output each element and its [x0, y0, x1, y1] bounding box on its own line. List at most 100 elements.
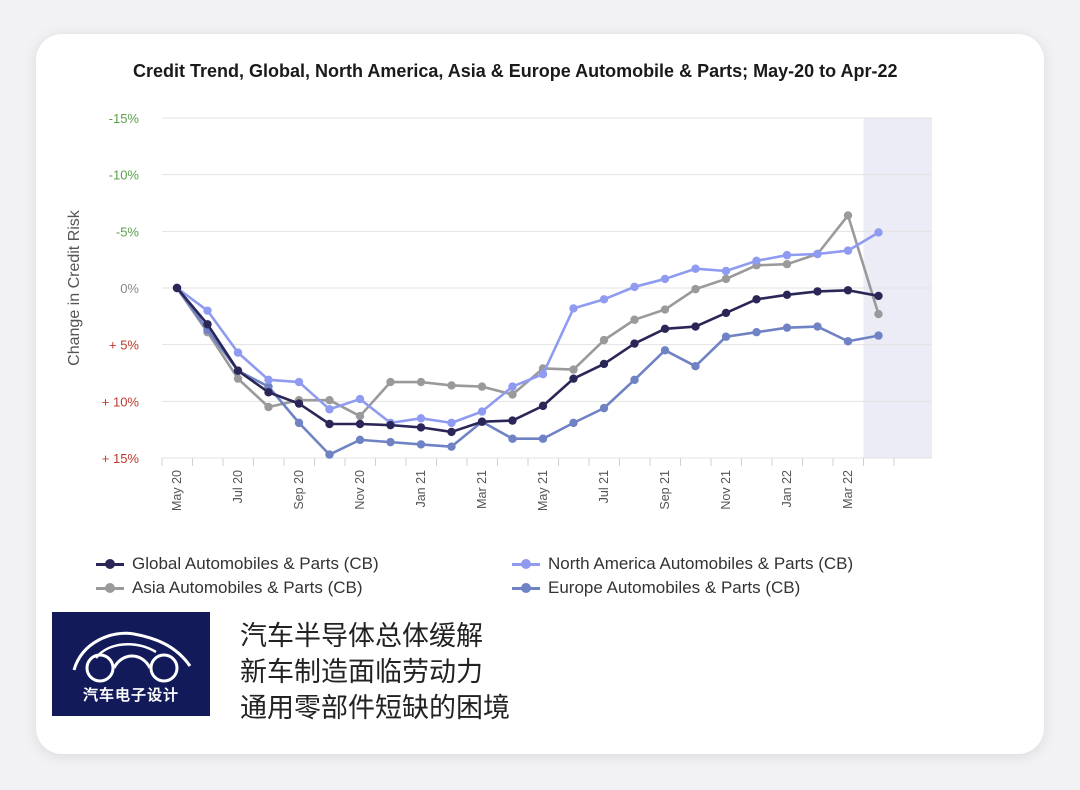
data-point — [447, 442, 456, 451]
data-point — [843, 211, 853, 220]
legend-swatch — [96, 582, 124, 594]
legend-label: Asia Automobiles & Parts (CB) — [132, 578, 363, 597]
data-point — [508, 416, 517, 425]
y-axis-title: Change in Credit Risk — [66, 209, 83, 366]
y-tick-label: + 5% — [109, 338, 139, 353]
data-point — [630, 315, 639, 324]
brand-logo: 汽车电子设计 — [52, 612, 210, 716]
data-point — [569, 365, 578, 374]
data-point — [782, 250, 792, 260]
data-point — [508, 382, 517, 391]
legend-item-asia: Asia Automobiles & Parts (CB) — [96, 578, 363, 598]
x-tick-label: Jul 21 — [597, 470, 611, 503]
data-point — [660, 346, 670, 355]
data-point — [691, 322, 700, 331]
x-tick-label: Sep 20 — [292, 470, 306, 510]
data-point — [416, 377, 426, 387]
legend-swatch — [512, 558, 540, 570]
data-point — [233, 366, 243, 375]
data-point — [569, 374, 578, 383]
data-point — [508, 390, 517, 399]
legend-swatch — [512, 582, 540, 594]
data-point — [355, 394, 365, 404]
x-tick-label: Nov 21 — [719, 470, 733, 510]
data-point — [172, 283, 182, 293]
data-point — [355, 419, 365, 429]
data-point — [813, 249, 822, 259]
data-point — [325, 450, 334, 459]
data-point — [691, 362, 700, 371]
data-point — [599, 295, 609, 304]
x-tick-label: May 20 — [170, 470, 184, 511]
data-point — [569, 418, 578, 428]
data-point — [782, 260, 792, 269]
series-line-europe — [175, 287, 879, 456]
data-point — [355, 435, 365, 445]
data-point — [660, 305, 670, 314]
data-point — [813, 287, 822, 296]
data-point — [813, 322, 822, 331]
legend-label: Europe Automobiles & Parts (CB) — [548, 578, 801, 597]
x-tick-label: Mar 21 — [475, 470, 489, 509]
data-point — [447, 381, 456, 390]
data-point — [386, 420, 395, 430]
data-point — [447, 418, 456, 428]
x-tick-label: Jan 21 — [414, 470, 428, 508]
data-point — [843, 246, 853, 255]
data-point — [355, 411, 365, 421]
data-point — [325, 405, 334, 414]
x-tick-label: Jan 22 — [780, 470, 794, 508]
data-point — [477, 417, 487, 426]
legend-item-europe: Europe Automobiles & Parts (CB) — [512, 578, 800, 598]
data-point — [721, 308, 731, 318]
series-line-north-america — [176, 231, 880, 425]
data-point — [752, 328, 761, 337]
data-point — [874, 291, 883, 301]
data-point — [599, 335, 609, 345]
data-point — [752, 295, 761, 304]
y-tick-label: + 10% — [102, 394, 140, 409]
data-point — [264, 402, 273, 412]
caption-line-1: 汽车半导体总体缓解 — [240, 621, 483, 652]
data-point — [538, 369, 548, 379]
data-point — [691, 264, 700, 273]
data-point — [721, 266, 731, 276]
x-tick-label: Sep 21 — [658, 470, 672, 510]
data-point — [874, 331, 883, 340]
data-point — [630, 339, 639, 348]
data-point — [508, 434, 517, 443]
series-line-global — [176, 287, 879, 434]
car-logo-icon — [72, 631, 192, 683]
data-point — [294, 377, 304, 387]
legend-label: Global Automobiles & Parts (CB) — [132, 554, 379, 573]
legend-label: North America Automobiles & Parts (CB) — [548, 554, 854, 573]
chart-title: Credit Trend, Global, North America, Asi… — [133, 61, 898, 81]
data-point — [416, 423, 426, 432]
y-tick-label: -5% — [116, 224, 140, 239]
data-point — [447, 427, 456, 437]
data-point — [264, 375, 273, 384]
x-tick-label: Mar 22 — [841, 470, 855, 509]
data-point — [203, 306, 212, 315]
x-tick-label: May 21 — [536, 470, 550, 511]
logo-text: 汽车电子设计 — [82, 687, 179, 704]
data-point — [660, 274, 670, 284]
data-point — [843, 286, 853, 295]
data-point — [233, 348, 243, 357]
caption-line-3: 通用零部件短缺的困境 — [240, 693, 510, 724]
data-point — [386, 377, 395, 387]
data-point — [630, 375, 639, 384]
data-point — [233, 374, 243, 383]
data-point — [599, 403, 609, 413]
y-tick-label: -15% — [109, 111, 140, 126]
data-point — [721, 332, 731, 341]
data-point — [752, 256, 761, 265]
data-point — [294, 418, 304, 428]
data-point — [569, 304, 578, 313]
data-point — [325, 419, 334, 429]
data-point — [294, 399, 304, 408]
data-point — [874, 228, 883, 237]
data-point — [660, 324, 670, 333]
data-point — [416, 414, 426, 423]
